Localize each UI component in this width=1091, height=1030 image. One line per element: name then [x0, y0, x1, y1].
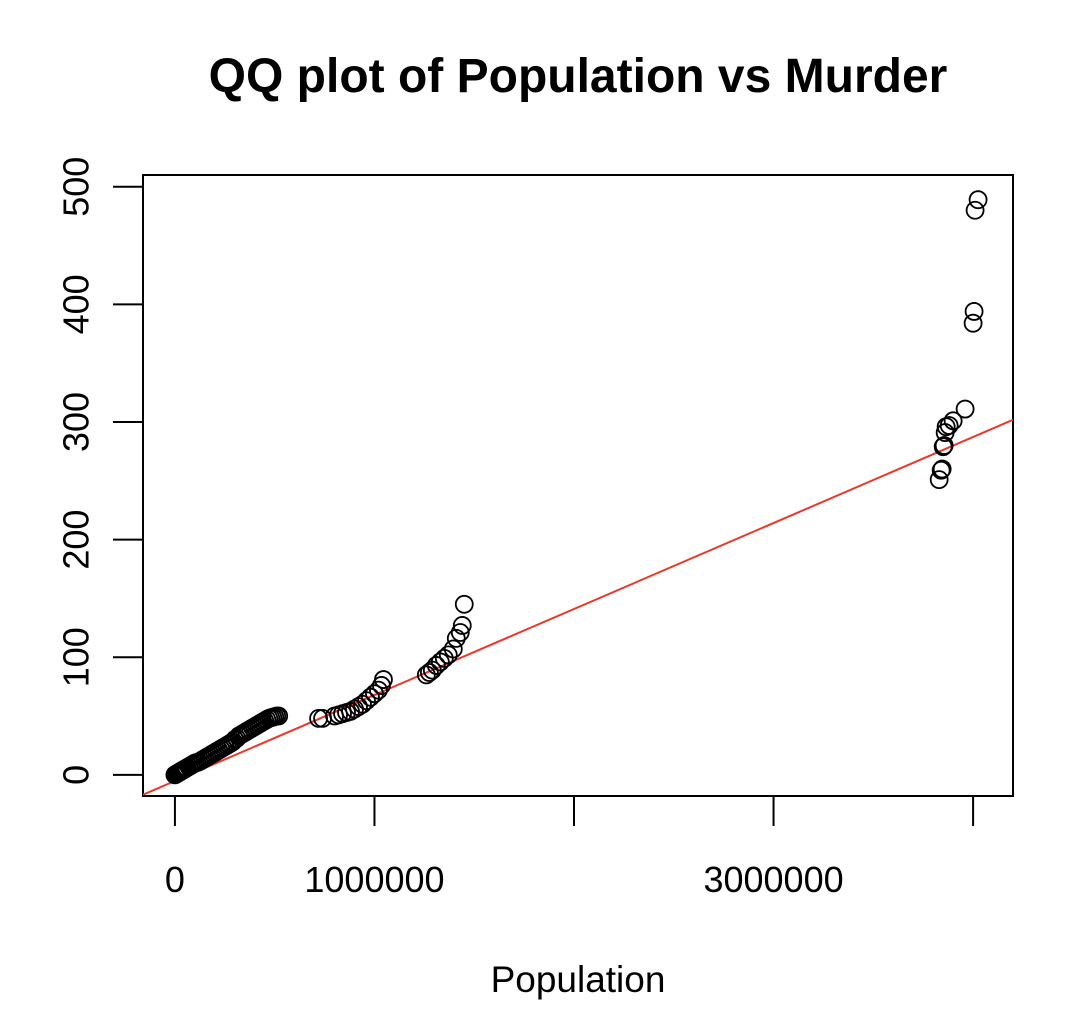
data-point — [374, 670, 393, 689]
x-tick-label: 0 — [165, 859, 185, 900]
y-axis: 0 100 200 300 400 500 — [56, 157, 144, 785]
data-point — [955, 399, 975, 419]
data-point — [965, 200, 985, 220]
data-point — [931, 460, 951, 480]
data-point — [450, 623, 470, 642]
x-axis-label: Population — [491, 959, 666, 1000]
data-point — [943, 411, 963, 431]
chart-title: QQ plot of Population vs Murder — [209, 50, 948, 103]
data-point — [452, 616, 472, 635]
data-point — [932, 459, 952, 479]
data-point — [934, 436, 954, 455]
x-tick-label: 3000000 — [703, 859, 843, 900]
data-point — [968, 190, 988, 210]
data-point — [416, 665, 436, 685]
data-point — [939, 416, 959, 435]
y-tick-label: 300 — [56, 392, 97, 452]
reference-line — [143, 418, 1013, 796]
y-tick-label: 500 — [56, 157, 97, 217]
data-point — [929, 470, 949, 490]
y-tick-label: 100 — [56, 627, 97, 687]
data-point — [446, 628, 466, 648]
data-point — [964, 302, 984, 321]
y-tick-label: 400 — [56, 274, 97, 334]
plot-frame — [142, 174, 1014, 797]
data-point — [269, 706, 289, 726]
x-axis: 0 1000000 3000000 — [165, 795, 975, 900]
x-tick-label: 1000000 — [304, 859, 444, 900]
data-point — [443, 639, 463, 659]
plot-area — [142, 174, 1014, 797]
data-point — [369, 680, 388, 700]
data-point — [963, 313, 983, 333]
data-point — [438, 645, 458, 665]
y-tick-label: 0 — [56, 765, 97, 785]
y-tick-label: 200 — [56, 510, 97, 570]
data-point — [454, 594, 474, 614]
data-point — [419, 663, 439, 682]
data-point — [933, 437, 953, 457]
